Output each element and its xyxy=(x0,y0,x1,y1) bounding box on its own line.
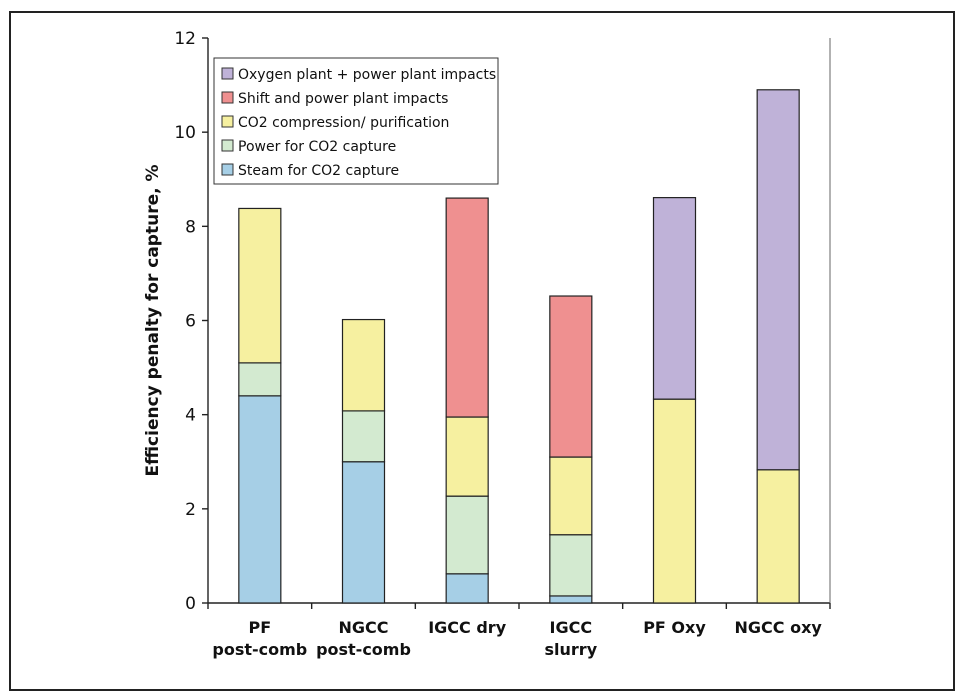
bar-segment xyxy=(445,197,489,418)
y-tick-label: 8 xyxy=(185,217,196,237)
bar-segment xyxy=(238,207,282,364)
y-tick-label: 4 xyxy=(185,406,196,426)
bar-segment xyxy=(445,416,489,497)
bar-segment xyxy=(341,461,386,604)
bar-segment xyxy=(549,595,593,604)
x-category-label: NGCC xyxy=(338,618,388,637)
legend-swatch xyxy=(221,115,234,128)
x-category-label: slurry xyxy=(545,640,598,659)
bar-segment xyxy=(445,573,489,604)
stacked-bar-chart: 0 2 4 6 8 10 12 Efficiency penalty for capture,… xyxy=(143,29,831,659)
y-tick-label: 12 xyxy=(174,29,196,49)
bar-segment xyxy=(756,469,800,604)
x-category-label: PF xyxy=(249,618,272,637)
x-category-label: IGCC xyxy=(550,618,593,637)
bar-segment xyxy=(756,89,800,471)
legend-label: Oxygen plant + power plant impacts xyxy=(238,67,496,83)
legend-swatch xyxy=(221,91,234,104)
legend-label: Steam for CO2 capture xyxy=(238,163,399,179)
bar-segment xyxy=(652,398,697,604)
bar-segment xyxy=(549,456,593,536)
y-axis-label: Efficiency penalty for capture, % xyxy=(143,164,163,476)
y-tick-label: 6 xyxy=(185,312,196,332)
bar-segment xyxy=(652,197,697,400)
bar-segment xyxy=(445,495,489,575)
x-category-label: NGCC oxy xyxy=(735,618,823,637)
x-category-label: PF Oxy xyxy=(643,618,706,637)
y-tick-label: 0 xyxy=(185,594,196,614)
x-category-label: post-comb xyxy=(212,640,307,659)
bar-segment xyxy=(341,410,386,463)
bar-segment xyxy=(341,318,386,412)
y-tick-label: 2 xyxy=(185,500,196,520)
y-tick-label: 10 xyxy=(174,123,196,143)
legend-box xyxy=(213,57,499,185)
legend-label: Shift and power plant impacts xyxy=(238,91,448,107)
legend-swatch xyxy=(221,139,234,152)
bar-segment xyxy=(549,295,593,458)
legend-label: Power for CO2 capture xyxy=(238,139,396,155)
bar-segment xyxy=(238,395,282,604)
bar-segment xyxy=(549,534,593,597)
bar-segment xyxy=(238,362,282,397)
legend-swatch xyxy=(221,163,234,176)
legend-swatch xyxy=(221,67,234,80)
x-category-label: IGCC dry xyxy=(428,618,506,637)
x-category-label: post-comb xyxy=(316,640,411,659)
legend-label: CO2 compression/ purification xyxy=(238,115,449,131)
